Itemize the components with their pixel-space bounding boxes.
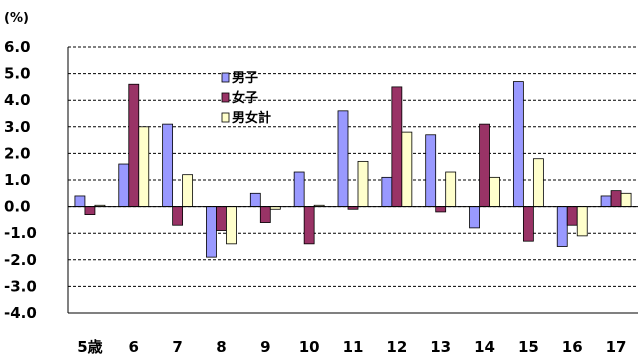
y-tick-label: -4.0 [4,304,37,322]
bar-男子-9 [249,192,261,208]
bar-男女計-15 [532,158,544,208]
x-axis-tick-labels: 5歳 6 7 8 9 10 11 12 13 14 15 16 17 [77,338,626,356]
bar-男女計-7 [182,174,194,207]
bar-男女計-11 [357,160,369,208]
bar-男子-17 [600,195,612,208]
legend-swatch [221,112,230,123]
bar-女子-8 [216,206,227,231]
bar-女子-15 [522,206,534,242]
x-tick-label: 10 [299,338,320,356]
bar-女子-7 [172,206,184,226]
x-tick-label: 9 [260,338,270,356]
bar-女子-10 [303,206,315,245]
x-tick-label: 15 [518,338,539,356]
bar-女子-13 [435,206,447,213]
bar-女子-9 [259,206,271,223]
legend-swatch [221,72,230,83]
y-tick-label: 3.0 [4,118,31,136]
bar-男女計-14 [489,176,500,207]
x-tick-label: 5歳 [77,338,102,356]
y-tick-label: -3.0 [4,277,37,295]
legend-label: 男子 [232,71,258,86]
legend-label: 男女計 [232,110,271,126]
x-tick-label: 13 [430,338,451,356]
bar-女子-6 [128,83,140,207]
y-axis-tick-labels: 6.0 5.0 4.0 3.0 2.0 1.0 0.0 -1.0 -2.0 -3.0 -4.0 [4,38,37,322]
x-tick-label: 16 [562,338,583,356]
axes [67,47,638,314]
bar-男女計-13 [445,171,457,208]
legend-swatch [221,92,230,103]
bar-男子-12 [381,176,393,207]
bar-男子-16 [556,206,568,247]
bar-男子-5歳 [74,195,86,208]
bar-女子-12 [391,86,403,207]
bar-男子-11 [337,110,349,207]
y-tick-label: 5.0 [4,65,31,83]
bar-男子-15 [512,81,524,207]
bar-女子-17 [610,190,622,207]
y-tick-label: 6.0 [4,38,31,56]
bar-男女計-17 [620,192,632,208]
bar-男子-8 [206,206,217,258]
bar-男子-6 [118,163,130,207]
bar-男子-13 [425,134,437,207]
bar-男女計-16 [576,206,588,237]
x-tick-label: 7 [172,338,182,356]
x-tick-label: 17 [606,338,627,356]
y-tick-label: 4.0 [4,91,31,109]
x-tick-label: 6 [129,338,139,356]
y-tick-label: 1.0 [4,171,31,189]
y-tick-label: -2.0 [4,251,37,269]
bar-男女計-12 [401,131,413,207]
bar-女子-14 [479,123,490,207]
y-tick-label: 0.0 [4,198,31,216]
gridlines [68,46,638,314]
bar-男子-7 [162,123,174,207]
bars [74,81,632,258]
bar-男子-10 [293,171,305,208]
unit-label: (%) [4,11,29,26]
x-tick-label: 12 [386,338,407,356]
x-tick-label: 14 [474,338,495,356]
legend-label: 女子 [232,90,258,106]
bar-男子-14 [469,206,480,229]
y-tick-label: -1.0 [4,224,37,242]
bar-女子-5歳 [84,206,96,215]
bar-男女計-6 [138,126,150,208]
x-tick-label: 8 [216,338,226,356]
bar-女子-16 [566,206,578,226]
x-tick-label: 11 [343,338,364,356]
y-tick-label: 2.0 [4,144,31,162]
bar-男女計-8 [226,206,237,245]
